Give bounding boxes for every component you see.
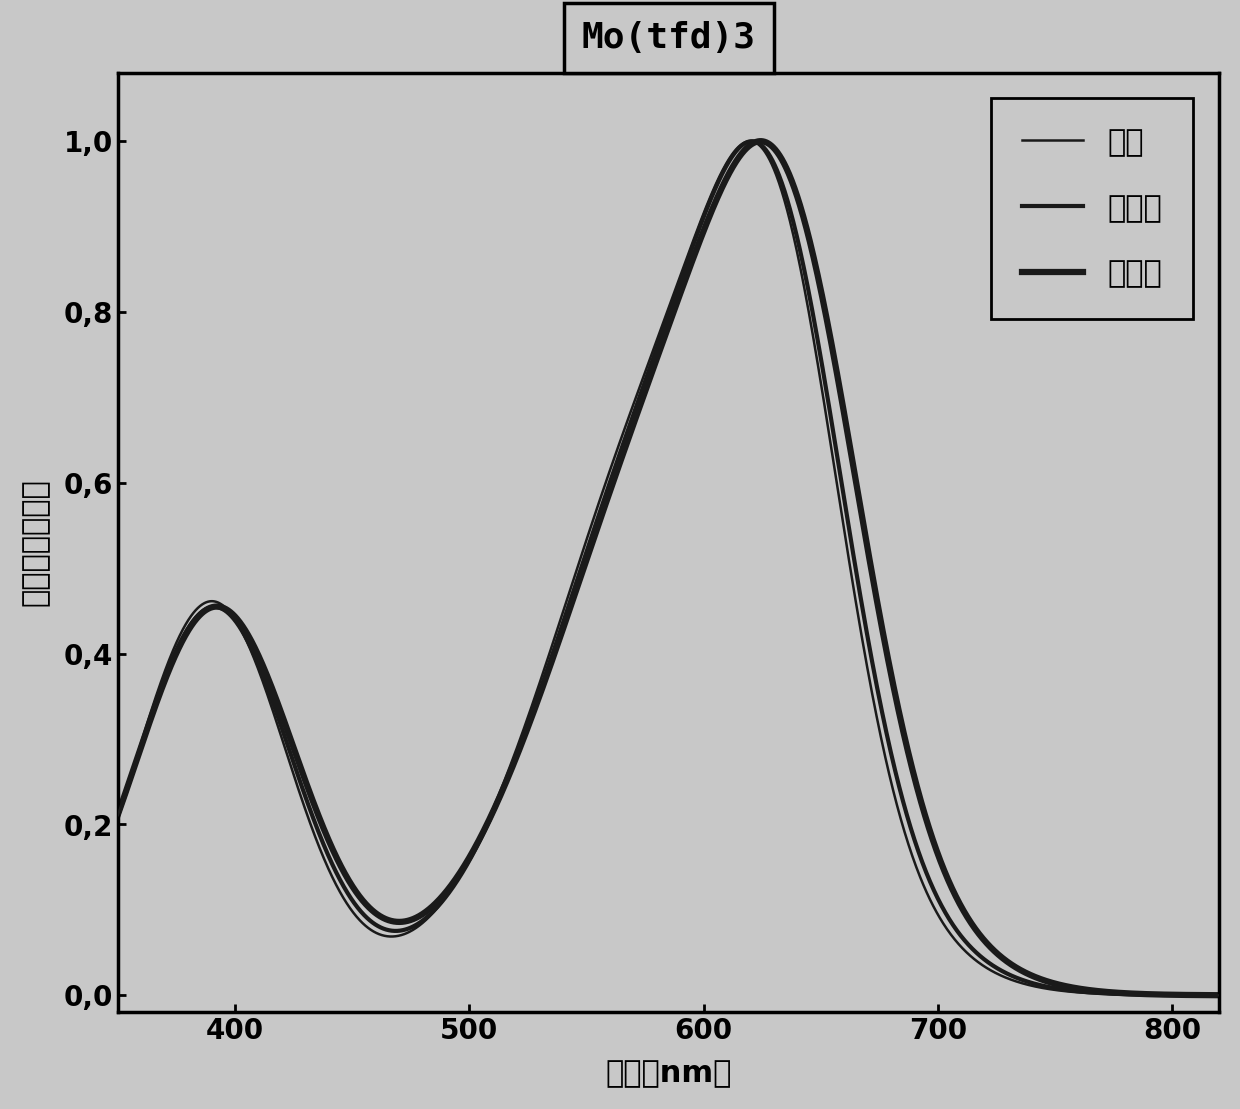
苯甲腈 [1180, 988, 1195, 1001]
苯甲醚 [744, 134, 759, 147]
苯甲腈 [646, 362, 661, 375]
苯甲腈 [110, 807, 125, 821]
苯甲醚 [616, 435, 631, 448]
Line: 苯甲醚: 苯甲醚 [118, 141, 1219, 995]
甲苯 [1211, 988, 1226, 1001]
甲苯 [978, 960, 993, 974]
甲苯 [743, 134, 758, 147]
苯甲腈 [754, 134, 769, 147]
甲苯 [1179, 988, 1194, 1001]
苯甲腈 [616, 444, 631, 457]
苯甲腈 [1211, 988, 1226, 1001]
X-axis label: 波长（nm）: 波长（nm） [605, 1059, 732, 1088]
苯甲醚 [978, 954, 993, 967]
苯甲腈 [978, 935, 993, 948]
甲苯 [616, 424, 631, 437]
苯甲醚 [1179, 988, 1194, 1001]
苯甲腈 [1179, 988, 1194, 1001]
甲苯 [646, 343, 661, 356]
苯甲醚 [1211, 988, 1226, 1001]
甲苯 [110, 808, 125, 822]
Line: 苯甲腈: 苯甲腈 [118, 141, 1219, 995]
甲苯 [166, 641, 181, 654]
苯甲醚 [166, 649, 181, 662]
苯甲醚 [1180, 988, 1195, 1001]
苯甲醚 [110, 810, 125, 823]
Title: Mo(tfd)3: Mo(tfd)3 [582, 21, 755, 54]
Y-axis label: 归一化的吸收值: 归一化的吸收值 [21, 479, 50, 607]
苯甲醚 [646, 352, 661, 365]
甲苯 [1180, 988, 1195, 1001]
Legend: 甲苯, 苯甲醚, 苯甲腈: 甲苯, 苯甲醚, 苯甲腈 [992, 98, 1193, 319]
苯甲腈 [166, 651, 181, 664]
Line: 甲苯: 甲苯 [118, 141, 1219, 995]
